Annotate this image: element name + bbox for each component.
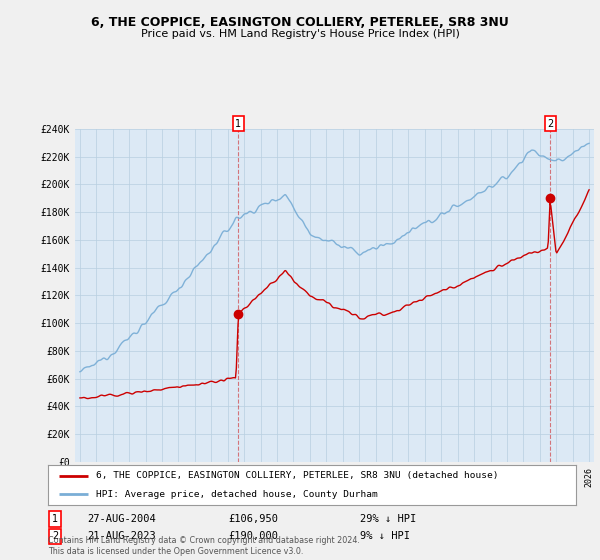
Text: 2: 2 <box>547 119 553 129</box>
Text: 2: 2 <box>52 531 58 542</box>
Text: Contains HM Land Registry data © Crown copyright and database right 2024.
This d: Contains HM Land Registry data © Crown c… <box>48 536 360 556</box>
Text: £106,950: £106,950 <box>228 514 278 524</box>
Text: 9% ↓ HPI: 9% ↓ HPI <box>360 531 410 542</box>
Text: 1: 1 <box>235 119 241 129</box>
Text: 1: 1 <box>52 514 58 524</box>
Text: £190,000: £190,000 <box>228 531 278 542</box>
Text: 27-AUG-2004: 27-AUG-2004 <box>87 514 156 524</box>
Text: 6, THE COPPICE, EASINGTON COLLIERY, PETERLEE, SR8 3NU (detached house): 6, THE COPPICE, EASINGTON COLLIERY, PETE… <box>95 471 498 480</box>
Text: 6, THE COPPICE, EASINGTON COLLIERY, PETERLEE, SR8 3NU: 6, THE COPPICE, EASINGTON COLLIERY, PETE… <box>91 16 509 29</box>
Text: HPI: Average price, detached house, County Durham: HPI: Average price, detached house, Coun… <box>95 490 377 499</box>
Text: 21-AUG-2023: 21-AUG-2023 <box>87 531 156 542</box>
Text: Price paid vs. HM Land Registry's House Price Index (HPI): Price paid vs. HM Land Registry's House … <box>140 29 460 39</box>
Text: 29% ↓ HPI: 29% ↓ HPI <box>360 514 416 524</box>
